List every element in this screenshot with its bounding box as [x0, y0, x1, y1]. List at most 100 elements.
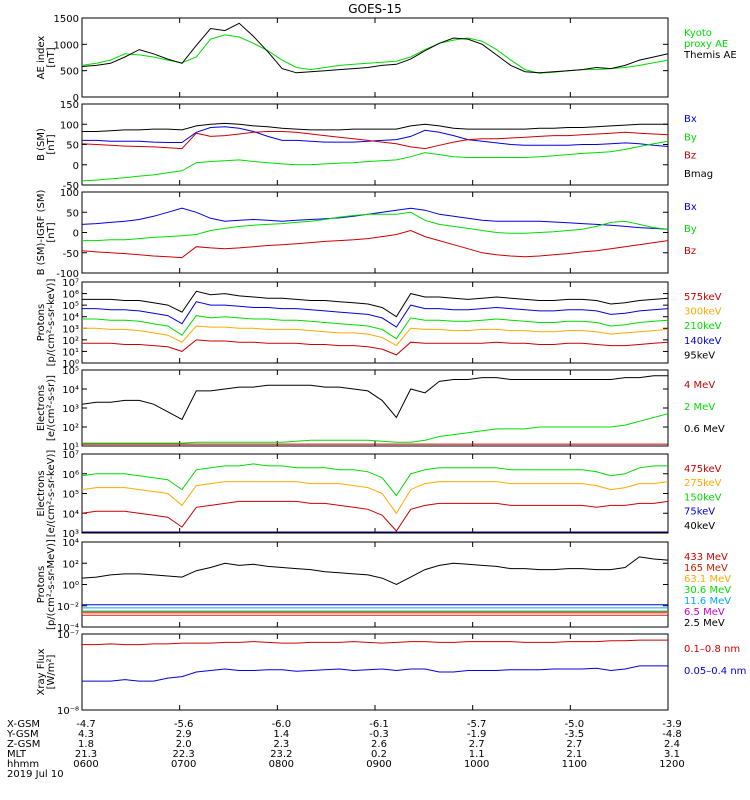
y-tick-label: 50: [66, 208, 79, 219]
x-axis-value: 1.4: [273, 729, 289, 740]
y-tick-label: 500: [60, 67, 79, 78]
y-tick-label: 10³: [62, 529, 79, 540]
x-axis-value: 0800: [269, 759, 294, 770]
x-axis-value: -0.3: [369, 729, 389, 740]
legend-entry: By: [684, 132, 697, 143]
legend-entry: 2 MeV: [684, 402, 715, 413]
legend-entry: 30.6 MeV: [684, 585, 731, 596]
x-axis-value: -5.0: [565, 719, 585, 730]
y-axis-label: Electrons[e/(cm²-s-sr)]: [36, 375, 57, 441]
x-axis-value: 21.3: [75, 749, 97, 760]
panel-electrons_mev: 10¹ 10² 10³ 10⁴ 10⁵ Electrons[e/(cm²-s-sr)] 4 …: [36, 366, 725, 453]
x-axis-value: 2.7: [566, 739, 582, 750]
series-475kev: [81, 500, 669, 532]
y-tick-label: 0: [73, 229, 79, 240]
x-axis-value: -4.8: [662, 729, 682, 740]
x-axis-value: -6.0: [272, 719, 292, 730]
x-axis-row-label: Z-GSM: [7, 739, 40, 750]
y-tick-label: 1000: [54, 40, 79, 51]
series-140kev: [82, 325, 669, 347]
legend-entry: 0.6 MeV: [684, 424, 725, 435]
y-tick-label: 10⁴: [62, 538, 79, 549]
x-axis-value: 1000: [464, 759, 489, 770]
legend-entry: Themis AE: [683, 50, 737, 61]
series-0-1-0-8-nm: [82, 639, 668, 646]
y-tick-label: 150: [60, 100, 79, 111]
series-by: [82, 211, 669, 242]
panel-ae: 0 500 1000 1500 AE index[nT] Kyoto proxy AEThe…: [36, 14, 737, 104]
panel-frame: [81, 191, 669, 274]
x-axis-value: 2.6: [371, 739, 387, 750]
x-axis-value: 1100: [562, 759, 587, 770]
legend-entry: 4 MeV: [684, 380, 715, 391]
x-axis-row-label: Y-GSM: [6, 729, 39, 740]
series-575kev: [82, 290, 669, 318]
x-axis-value: 1.1: [469, 749, 485, 760]
legend-entry: Bmag: [684, 169, 713, 180]
legend-entry: 150keV: [684, 492, 722, 503]
y-tick-label: 10⁵: [62, 366, 79, 377]
x-axis-value: 3.1: [664, 749, 680, 760]
series-bx: [81, 207, 669, 230]
series-0-6-mev: [81, 375, 668, 421]
y-tick-label: 10²: [62, 336, 79, 347]
y-tick-label: 10²: [62, 423, 79, 434]
series-150kev: [81, 463, 668, 497]
y-tick-label: 10⁵: [62, 301, 79, 312]
panel-protons_mev: 10⁻⁴ 10⁻² 10⁰ 10² 10⁴ Protons[p/(cm²-s-sr-MeV…: [36, 538, 731, 634]
x-axis-value: 4.3: [78, 729, 94, 740]
y-tick-label: 10¹: [62, 442, 79, 453]
x-axis-value: 0.2: [371, 749, 387, 760]
y-axis-label: B (SM)[nT]: [36, 128, 57, 161]
legend-entry: 0.05–0.4 nm: [684, 666, 746, 677]
y-tick-label: 10³: [62, 324, 79, 335]
x-axis-value: -3.5: [565, 729, 585, 740]
legend-entry: 210keV: [684, 321, 722, 332]
series-433-mev: [81, 556, 669, 586]
legend-entry: 165 MeV: [684, 563, 728, 574]
series-210kev: [82, 315, 669, 340]
x-axis-value: -3.9: [662, 719, 682, 730]
series-2-mev: [82, 413, 669, 444]
y-axis-label: AE index[nT]: [36, 36, 57, 80]
y-tick-label: -50: [63, 181, 79, 192]
y-tick-label: 10⁻²: [57, 602, 79, 613]
x-axis-value: 23.2: [270, 749, 292, 760]
y-axis-label: Protons[p/(cm²-s-sr-MeV)]: [36, 539, 57, 630]
legend-entry: Bz: [684, 151, 696, 162]
y-tick-label: 10⁶: [62, 470, 79, 481]
series-275kev: [81, 481, 669, 515]
y-tick-label: 100: [60, 188, 79, 199]
x-axis-row-label: hhmm: [7, 759, 39, 770]
x-axis-value: 2.3: [273, 739, 289, 750]
y-tick-label: 10⁴: [62, 509, 79, 520]
y-tick-label: 50: [66, 141, 79, 152]
legend-entry: 140keV: [684, 336, 722, 347]
panel-frame: [81, 17, 669, 98]
y-tick-label: -50: [63, 249, 79, 260]
legend-entry: Kyoto proxy AE: [684, 28, 728, 50]
panel-frame: [81, 369, 669, 447]
legend-entry: Bx: [684, 114, 697, 125]
legend-entry: 2.5 MeV: [684, 618, 725, 629]
series-bmag: [82, 122, 668, 132]
y-tick-label: 10⁶: [62, 290, 79, 301]
x-axis-value: 1200: [659, 759, 684, 770]
plot-title: GOES-15: [348, 2, 402, 16]
y-tick-label: 10⁴: [62, 313, 79, 324]
panel-frame: [81, 633, 669, 711]
legend-entry: 575keV: [684, 292, 722, 303]
x-axis-value: 0600: [73, 759, 98, 770]
y-tick-label: 10⁻⁸: [57, 706, 79, 717]
y-tick-label: 10⁰: [62, 359, 79, 370]
y-tick-label: 10³: [62, 404, 79, 415]
y-axis-label: B (SM)-IGRF (SM)[nT]: [36, 190, 57, 276]
x-axis-value: -5.7: [467, 719, 487, 730]
legend-entry: Bx: [684, 202, 697, 213]
y-tick-label: 10⁻⁴: [57, 623, 79, 634]
x-axis-row-label: X-GSM: [7, 719, 40, 730]
